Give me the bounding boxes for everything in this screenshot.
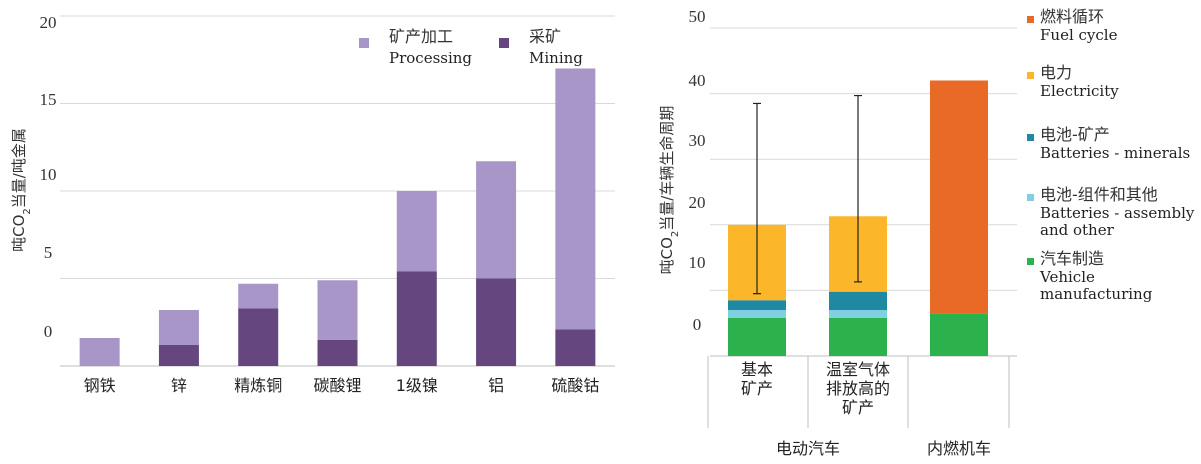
legend-label-zh: 矿产加工	[389, 27, 453, 46]
legend-label-en: Electricity	[1040, 82, 1119, 100]
category-label: 1级镍	[396, 376, 438, 395]
bar-segment	[728, 317, 786, 356]
bar-segment	[476, 161, 517, 279]
group-label: 内燃机车	[927, 439, 991, 458]
category-label: 矿产	[741, 379, 773, 398]
bar-segment	[829, 317, 887, 356]
y-tick-label: 40	[689, 71, 706, 90]
bar-segment	[930, 313, 988, 356]
legend-swatch	[1027, 16, 1034, 23]
y-tick-label: 20	[689, 193, 706, 212]
category-label: 矿产	[842, 398, 874, 417]
legend-label-en: Batteries - minerals	[1040, 144, 1190, 162]
category-label: 钢铁	[84, 376, 116, 395]
legend-swatch	[1027, 258, 1034, 265]
bar-segment	[317, 280, 358, 340]
y-tick-label: 0	[44, 322, 53, 341]
bar-segment	[555, 68, 596, 330]
bar-segment	[396, 271, 437, 366]
legend-swatch	[1027, 194, 1034, 201]
y-tick-label: 10	[689, 253, 706, 272]
legend-label-en: Processing	[389, 49, 472, 67]
bar-segment	[829, 310, 887, 318]
bar-segment	[476, 278, 517, 366]
y-tick-label: 5	[44, 243, 53, 262]
y-tick-label: 0	[693, 315, 702, 334]
legend-label-zh: 电池-矿产	[1040, 125, 1110, 144]
bar-segment	[79, 338, 120, 366]
bar-segment	[396, 191, 437, 272]
legend-label-en: Fuel cycle	[1040, 26, 1118, 44]
category-label: 铝	[488, 376, 504, 395]
legend-label-en: Vehicle	[1039, 268, 1095, 286]
y-axis-title: 吨CO2当量/吨金属	[10, 128, 33, 252]
bar-segment	[829, 291, 887, 311]
legend-label-zh: 燃料循环	[1040, 7, 1104, 26]
y-tick-label: 20	[40, 13, 57, 32]
category-label: 精炼铜	[234, 376, 282, 395]
legend-label-zh: 汽车制造	[1040, 249, 1104, 268]
category-label: 硫酸钴	[551, 376, 599, 395]
right-stacked-bar-chart: 50403020100吨CO2当量/车辆生命周期基本矿产温室气体排放高的矿产电动…	[658, 7, 1195, 458]
bar-segment	[555, 329, 596, 366]
bar-segment	[158, 345, 199, 366]
bar-segment	[158, 310, 199, 345]
legend-label-zh: 电池-组件和其他	[1040, 185, 1158, 204]
y-tick-label: 30	[689, 131, 706, 150]
category-label: 基本	[741, 360, 773, 379]
bar-segment	[728, 310, 786, 318]
legend-label-en: manufacturing	[1040, 285, 1153, 303]
legend-swatch	[1027, 72, 1034, 79]
y-tick-label: 50	[689, 7, 706, 26]
legend-label-zh: 电力	[1040, 63, 1072, 82]
legend-swatch	[1027, 134, 1034, 141]
legend-label-en: Batteries - assembly	[1040, 204, 1195, 222]
bar-segment	[238, 283, 279, 309]
legend-swatch	[359, 38, 369, 48]
bar-segment	[238, 308, 279, 366]
category-label: 排放高的	[826, 379, 890, 398]
category-label: 温室气体	[826, 360, 890, 379]
legend-swatch	[499, 38, 509, 48]
group-label: 电动汽车	[776, 439, 840, 458]
legend-label-en: and other	[1040, 221, 1115, 239]
category-label: 碳酸锂	[313, 376, 361, 395]
legend-label-zh: 采矿	[529, 27, 561, 46]
bar-segment	[930, 80, 988, 314]
y-tick-label: 15	[40, 90, 57, 109]
bar-segment	[728, 300, 786, 311]
category-label: 锌	[171, 376, 187, 395]
bar-segment	[317, 339, 358, 366]
y-tick-label: 10	[40, 165, 57, 184]
y-axis-title: 吨CO2当量/车辆生命周期	[658, 106, 681, 275]
legend-label-en: Mining	[529, 49, 583, 67]
